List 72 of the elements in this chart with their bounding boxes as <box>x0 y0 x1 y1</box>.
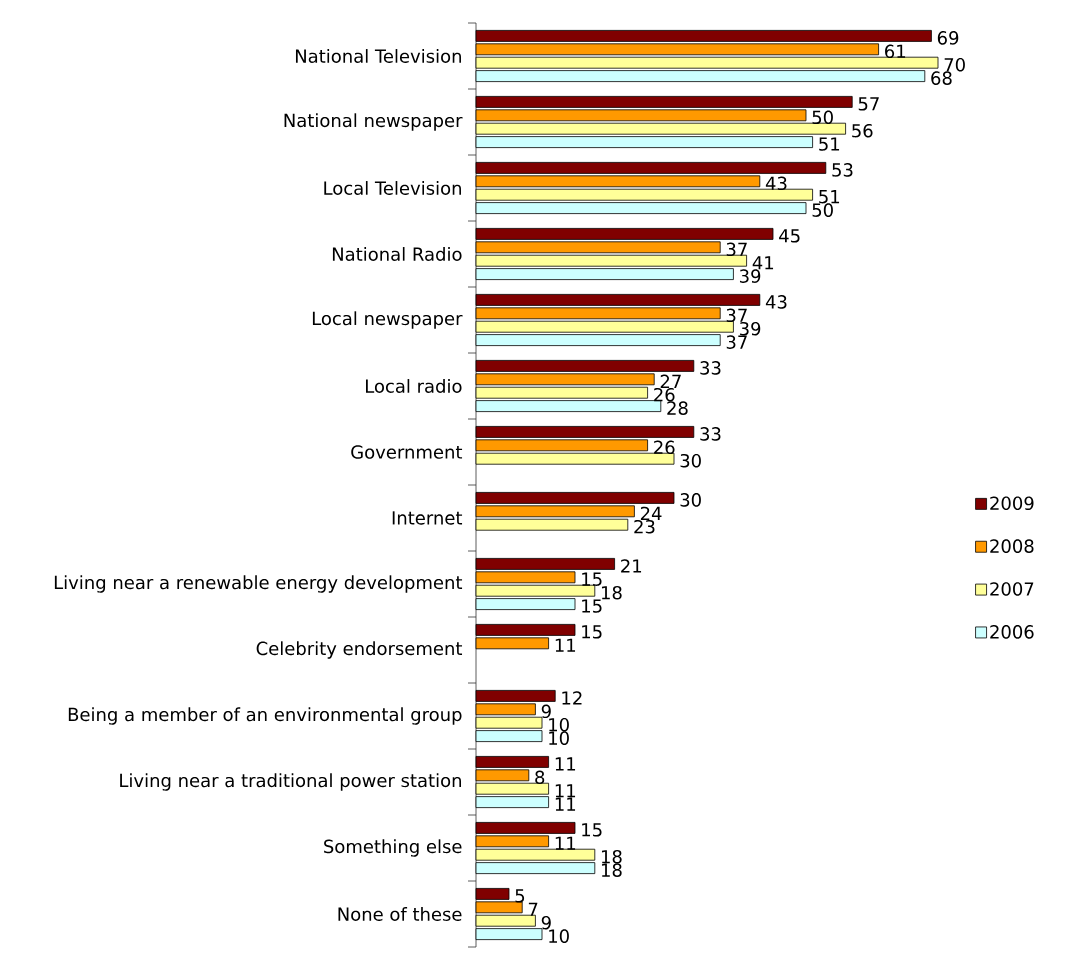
y-tick-label: Internet <box>392 511 463 525</box>
data-label: 50 <box>812 203 833 217</box>
data-label: 11 <box>555 836 576 850</box>
legend-label: 2009 <box>990 496 1034 511</box>
bar <box>475 452 675 465</box>
data-label: 50 <box>812 110 833 125</box>
y-tick-label: Something else <box>324 839 462 857</box>
data-label: 9 <box>541 915 551 930</box>
data-label: 7 <box>528 902 538 916</box>
y-tick-label: National Radio <box>332 247 462 261</box>
y-tick-label: National Television <box>295 49 461 63</box>
y-tick-label: Local Television <box>324 181 461 195</box>
data-label: 39 <box>739 321 761 336</box>
legend-label: 2006 <box>990 625 1034 639</box>
data-label: 37 <box>726 335 747 349</box>
data-label: 37 <box>726 242 747 257</box>
data-label: 70 <box>944 57 965 72</box>
data-label: 11 <box>555 638 576 652</box>
data-label: 33 <box>700 361 721 375</box>
data-label: 9 <box>541 704 551 719</box>
data-label: 45 <box>779 229 800 243</box>
data-label: 43 <box>765 295 787 309</box>
data-label: 30 <box>680 453 701 468</box>
data-label: 21 <box>621 559 642 573</box>
data-label: 5 <box>515 889 525 903</box>
data-label: 8 <box>535 770 545 785</box>
data-label: 41 <box>752 256 774 270</box>
legend-label: 2008 <box>990 539 1034 553</box>
bar <box>475 518 629 531</box>
data-label: 53 <box>832 163 853 177</box>
legend-label: 2007 <box>990 582 1034 596</box>
y-tick-label: Celebrity endorsement <box>256 641 463 659</box>
data-label: 28 <box>667 401 688 415</box>
data-label: 15 <box>582 625 602 639</box>
y-tick-label: Government <box>351 445 463 459</box>
data-label: 37 <box>726 308 747 323</box>
y-tick-label: Being a member of an environmental group <box>68 707 462 725</box>
data-label: 26 <box>654 387 675 402</box>
data-label: 15 <box>582 823 602 837</box>
data-label: 12 <box>562 691 582 705</box>
data-label: 10 <box>549 717 569 732</box>
data-label: 69 <box>937 31 959 45</box>
data-label: 43 <box>765 176 787 191</box>
data-label: 33 <box>700 427 721 441</box>
data-label: 51 <box>819 190 840 204</box>
y-tick-label: Local radio <box>366 379 462 393</box>
data-label: 10 <box>549 731 569 745</box>
data-label: 11 <box>555 784 576 798</box>
data-label: 15 <box>582 599 602 613</box>
data-label: 24 <box>640 506 662 520</box>
y-tick-label: National newspaper <box>284 113 463 131</box>
data-label: 23 <box>634 519 655 534</box>
y-tick-label: Local newspaper <box>312 311 463 329</box>
data-label: 26 <box>654 440 675 455</box>
data-label: 18 <box>601 863 622 877</box>
data-label: 27 <box>660 374 681 388</box>
data-label: 51 <box>819 137 840 151</box>
data-label: 39 <box>739 269 761 283</box>
data-label: 68 <box>931 71 952 85</box>
y-tick-label: Living near a traditional power station <box>120 773 461 791</box>
data-label: 11 <box>555 797 576 811</box>
data-label: 10 <box>549 929 569 943</box>
data-label: 30 <box>680 493 701 507</box>
data-label: 61 <box>885 44 906 59</box>
data-label: 56 <box>852 123 873 138</box>
data-label: 15 <box>582 572 602 586</box>
data-label: 18 <box>601 585 622 600</box>
data-label: 18 <box>601 849 622 864</box>
data-label: 11 <box>555 757 576 771</box>
y-tick-label: None of these <box>338 907 462 921</box>
y-tick-label: Living near a renewable energy development <box>54 575 463 593</box>
data-label: 57 <box>858 97 879 111</box>
